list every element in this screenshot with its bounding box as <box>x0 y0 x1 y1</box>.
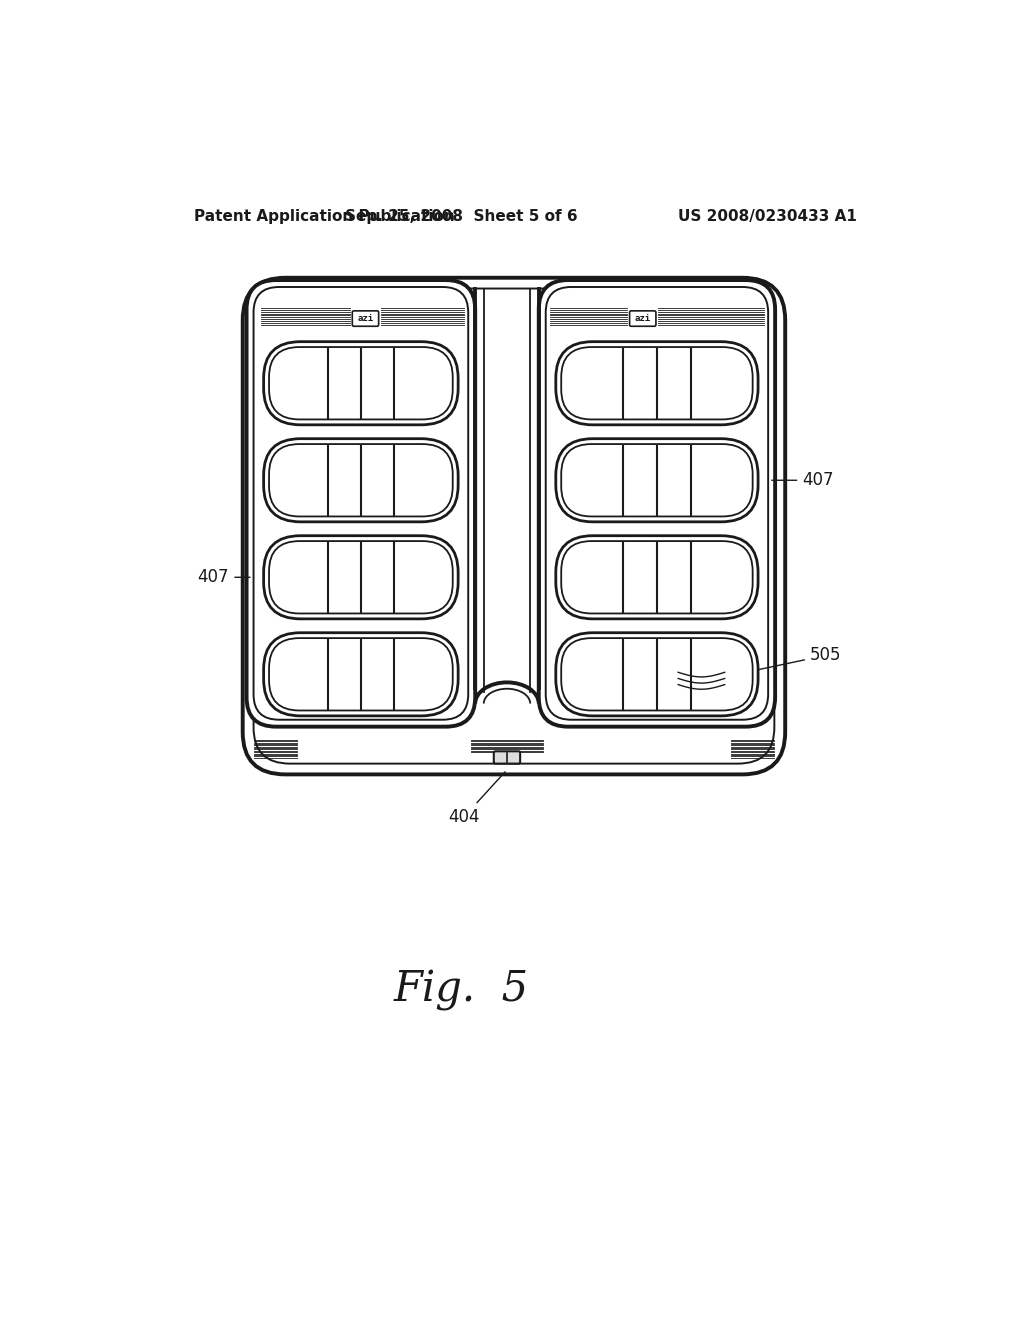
FancyBboxPatch shape <box>546 286 768 719</box>
FancyBboxPatch shape <box>352 312 379 326</box>
FancyBboxPatch shape <box>561 444 753 516</box>
FancyBboxPatch shape <box>556 632 758 715</box>
FancyBboxPatch shape <box>254 289 774 763</box>
Text: Fig.  5: Fig. 5 <box>393 969 528 1011</box>
Text: 407: 407 <box>198 569 250 586</box>
FancyBboxPatch shape <box>539 280 775 726</box>
FancyBboxPatch shape <box>247 280 475 726</box>
FancyBboxPatch shape <box>263 438 458 521</box>
FancyBboxPatch shape <box>269 541 453 614</box>
FancyBboxPatch shape <box>243 277 785 775</box>
FancyBboxPatch shape <box>269 444 453 516</box>
Text: azi: azi <box>357 314 374 323</box>
FancyBboxPatch shape <box>269 638 453 710</box>
FancyBboxPatch shape <box>556 342 758 425</box>
Text: azi: azi <box>635 314 651 323</box>
Text: 505: 505 <box>720 647 842 678</box>
FancyBboxPatch shape <box>630 312 656 326</box>
FancyBboxPatch shape <box>561 541 753 614</box>
Text: 407: 407 <box>772 471 834 490</box>
FancyBboxPatch shape <box>269 347 453 420</box>
Text: Sep. 25, 2008  Sheet 5 of 6: Sep. 25, 2008 Sheet 5 of 6 <box>345 209 578 223</box>
FancyBboxPatch shape <box>556 438 758 521</box>
FancyBboxPatch shape <box>263 536 458 619</box>
FancyBboxPatch shape <box>254 286 468 719</box>
FancyBboxPatch shape <box>263 342 458 425</box>
FancyBboxPatch shape <box>494 751 520 763</box>
FancyBboxPatch shape <box>561 347 753 420</box>
FancyBboxPatch shape <box>556 536 758 619</box>
Text: US 2008/0230433 A1: US 2008/0230433 A1 <box>678 209 856 223</box>
Text: Patent Application Publication: Patent Application Publication <box>194 209 455 223</box>
Text: 404: 404 <box>449 772 505 825</box>
FancyBboxPatch shape <box>263 632 458 715</box>
FancyBboxPatch shape <box>561 638 753 710</box>
